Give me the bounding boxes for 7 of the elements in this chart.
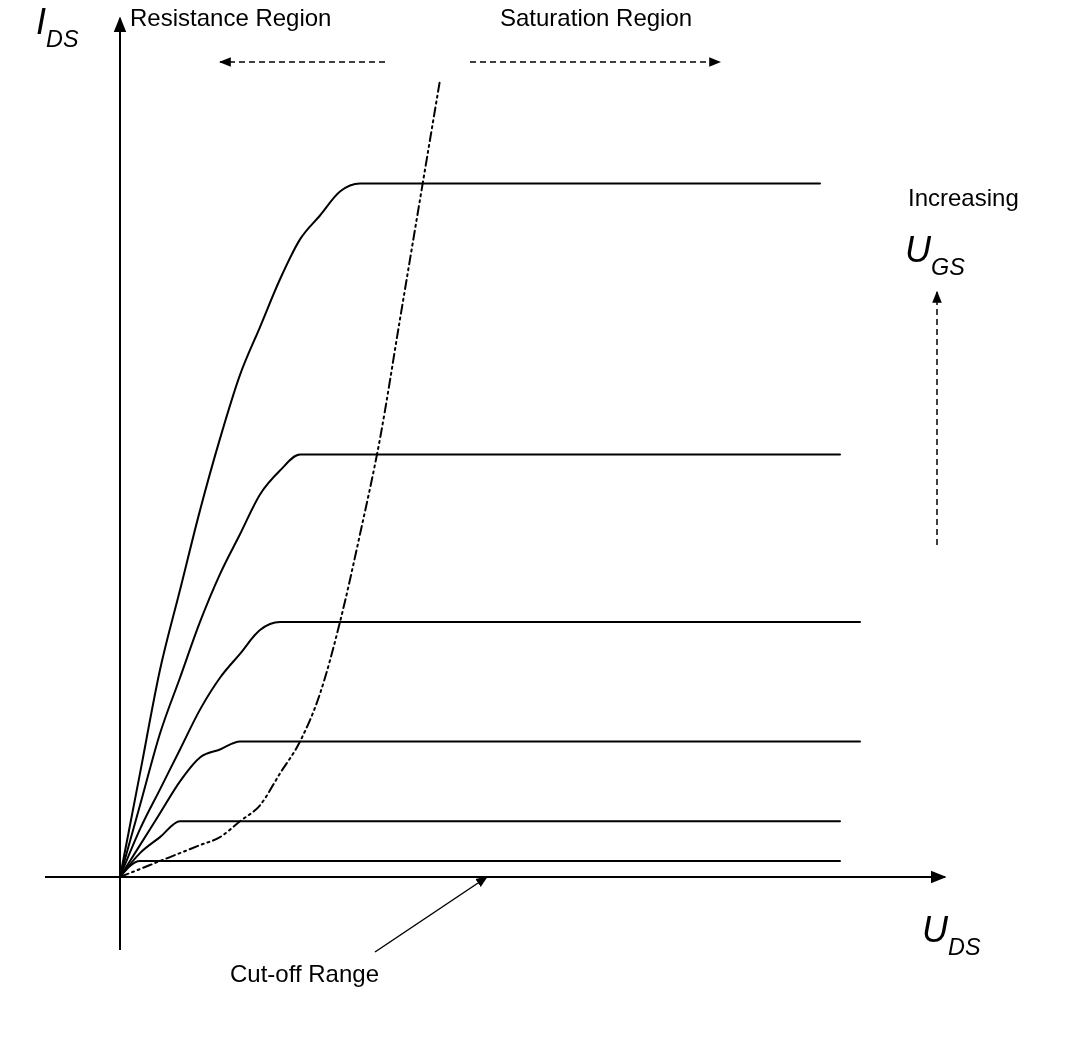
x-axis-title: U$_{DS}$ <box>922 909 981 960</box>
y-axis-title: I$_{DS}$ <box>36 1 79 52</box>
text: Cut-off Range <box>230 960 379 987</box>
text: Saturation Region <box>500 4 693 31</box>
text: Increasing <box>908 184 1019 211</box>
text: Resistance Region <box>130 4 332 31</box>
text: U$_{GS}$ <box>905 229 966 280</box>
